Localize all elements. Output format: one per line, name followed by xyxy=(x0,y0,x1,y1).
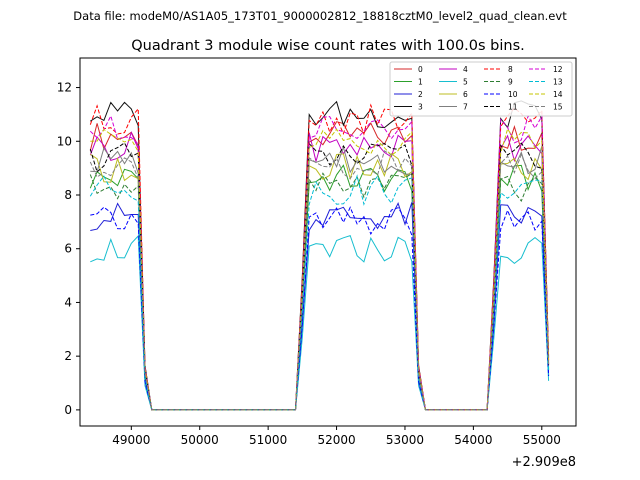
y-tick-label: 2 xyxy=(64,349,72,363)
series-line-2 xyxy=(90,201,550,411)
x-tick-label: 52000 xyxy=(317,433,355,447)
series-line-7 xyxy=(90,145,550,411)
legend-label-7: 7 xyxy=(463,103,468,112)
legend-label-8: 8 xyxy=(508,65,513,74)
legend-label-4: 4 xyxy=(463,65,468,74)
x-tick-label: 50000 xyxy=(181,433,219,447)
series-line-14 xyxy=(90,127,550,411)
legend-label-1: 1 xyxy=(418,78,423,87)
legend-label-0: 0 xyxy=(418,65,423,74)
series-line-1 xyxy=(89,164,550,411)
y-tick-label: 10 xyxy=(57,134,72,148)
series-line-5 xyxy=(90,234,550,411)
y-tick-label: 12 xyxy=(57,81,72,95)
legend-label-11: 11 xyxy=(508,103,518,112)
legend-label-13: 13 xyxy=(553,78,563,87)
legend-box xyxy=(389,61,573,117)
series-line-13 xyxy=(89,174,550,411)
series-line-6 xyxy=(90,152,550,411)
legend-label-15: 15 xyxy=(553,103,563,112)
legend-label-5: 5 xyxy=(463,78,468,87)
legend-label-6: 6 xyxy=(463,90,468,99)
legend-label-10: 10 xyxy=(508,90,518,99)
legend-label-2: 2 xyxy=(418,90,423,99)
legend-label-14: 14 xyxy=(553,90,563,99)
legend-label-3: 3 xyxy=(418,103,423,112)
y-tick-label: 4 xyxy=(64,295,72,309)
legend-label-9: 9 xyxy=(508,78,513,87)
x-offset-label: +2.909e8 xyxy=(512,455,576,470)
series-line-15 xyxy=(89,150,550,411)
x-tick-label: 53000 xyxy=(386,433,424,447)
y-tick-label: 8 xyxy=(64,188,72,202)
series-line-9 xyxy=(89,172,550,411)
series-line-10 xyxy=(90,206,550,411)
chart-suptitle: Data file: modeM0/AS1A05_173T01_90000028… xyxy=(73,9,567,23)
x-tick-label: 54000 xyxy=(454,433,492,447)
x-tick-label: 51000 xyxy=(249,433,287,447)
legend-label-12: 12 xyxy=(553,65,563,74)
series-line-12 xyxy=(89,114,550,411)
y-tick-label: 6 xyxy=(64,242,72,256)
x-tick-label: 55000 xyxy=(523,433,561,447)
chart-title: Quadrant 3 module wise count rates with … xyxy=(131,38,525,54)
plot-frame xyxy=(79,57,577,427)
y-tick-label: 0 xyxy=(64,403,72,417)
x-tick-label: 49000 xyxy=(112,433,150,447)
